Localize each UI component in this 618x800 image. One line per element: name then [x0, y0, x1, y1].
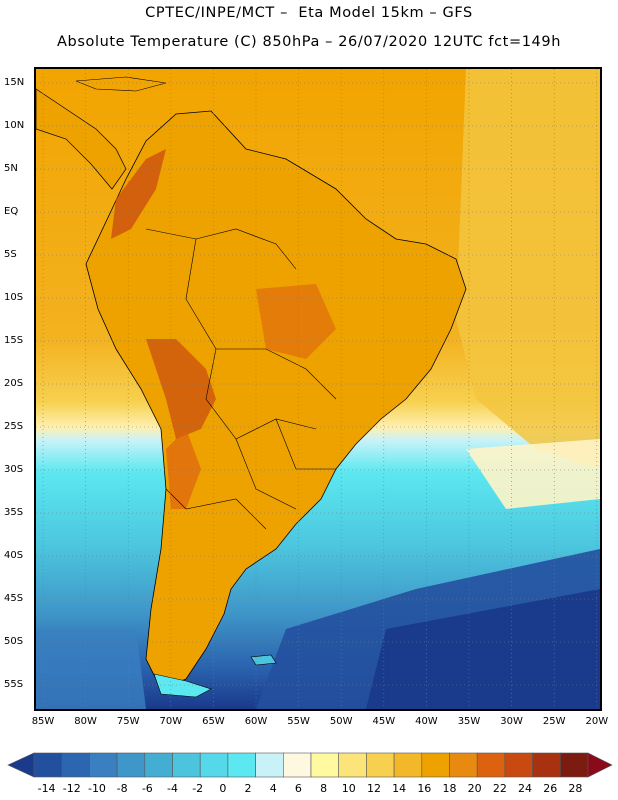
lon-label: 25W [542, 716, 566, 727]
lon-label: 70W [159, 716, 183, 727]
colorbar-arrow-low [7, 752, 35, 778]
colorbar-arrow-high [587, 752, 613, 778]
tierra-del-fuego [153, 673, 212, 698]
colorbar-tick-label: 12 [366, 782, 381, 795]
colorbar-tick-label: 0 [219, 782, 227, 795]
warm-brazil-interior [256, 284, 336, 359]
colorbar-tick-label: 26 [543, 782, 558, 795]
lon-label: 45W [372, 716, 396, 727]
map-panel [34, 67, 602, 711]
colorbar-box [366, 752, 395, 778]
colorbar-box [227, 752, 256, 778]
warm-andes-south [166, 429, 201, 509]
colorbar-tick-label: 18 [442, 782, 457, 795]
colorbar [7, 752, 613, 778]
colorbar-tick-label: -10 [87, 782, 106, 795]
colorbar-tick-label: 8 [320, 782, 328, 795]
colorbar-box [449, 752, 478, 778]
colorbar-tick-label: 6 [294, 782, 302, 795]
caribbean-islands [75, 76, 167, 92]
lat-label: 5S [4, 249, 17, 260]
lon-label: 85W [31, 716, 55, 727]
warm-highland-north [111, 149, 166, 239]
country-borders [145, 228, 337, 530]
colorbar-box [33, 752, 63, 778]
colorbar-tick-label: 20 [467, 782, 482, 795]
colorbar-box [310, 752, 340, 778]
lat-label: 45S [4, 593, 24, 604]
colorbar-tick-label: 22 [492, 782, 507, 795]
south-america-landmass [85, 110, 467, 690]
coldest-region [366, 589, 600, 709]
colorbar-box [393, 752, 423, 778]
lon-label: 75W [116, 716, 140, 727]
colorbar-box [199, 752, 229, 778]
colorbar-box [61, 752, 90, 778]
lat-label: 30S [4, 464, 24, 475]
lon-label: 60W [244, 716, 268, 727]
colorbar-box [116, 752, 146, 778]
pacific-cold-region [36, 629, 146, 709]
colorbar-tick-label: -6 [141, 782, 153, 795]
colorbar-tick-label: 24 [518, 782, 533, 795]
warm-highland-central [146, 339, 216, 439]
lat-label: 10S [4, 292, 24, 303]
colorbar-tick-label: 14 [392, 782, 407, 795]
colorbar-tick-label: 16 [417, 782, 432, 795]
lat-label: EQ [4, 206, 19, 217]
colorbar-box [89, 752, 118, 778]
colorbar-box [338, 752, 367, 778]
title-model: CPTEC/INPE/MCT – Eta Model 15km – GFS [145, 5, 473, 21]
lat-label: 35S [4, 507, 24, 518]
colorbar-tick-label: 2 [244, 782, 252, 795]
lat-label: 20S [4, 378, 24, 389]
colorbar-box [421, 752, 450, 778]
colorbar-box [172, 752, 201, 778]
colorbar-tick-label: -4 [167, 782, 178, 795]
lon-label: 50W [329, 716, 353, 727]
lon-label: 30W [500, 716, 523, 727]
colorbar-tick-label: -14 [37, 782, 56, 795]
title-field: Absolute Temperature (C) 850hPa – 26/07/… [57, 34, 561, 50]
lon-label: 55W [287, 716, 310, 727]
colorbar-box [282, 752, 312, 778]
central-america [36, 88, 127, 190]
lon-label: 20W [585, 716, 609, 727]
colorbar-box [476, 752, 506, 778]
lat-label: 10N [4, 120, 25, 131]
lat-label: 40S [4, 550, 24, 561]
colorbar-box [559, 752, 589, 778]
colorbar-box [144, 752, 173, 778]
colorbar-tick-label: 10 [341, 782, 356, 795]
lat-label: 55S [4, 679, 24, 690]
colorbar-box [504, 752, 533, 778]
colorbar-tick-label: -8 [116, 782, 128, 795]
lat-label: 15S [4, 335, 24, 346]
lon-label: 65W [202, 716, 225, 727]
atlantic-pale-zone [466, 439, 600, 509]
colorbar-box [255, 752, 284, 778]
colorbar-tick-label: -2 [192, 782, 204, 795]
lat-label: 25S [4, 421, 24, 432]
lon-label: 35W [457, 716, 481, 727]
colorbar-tick-label: 4 [269, 782, 277, 795]
colorbar-tick-label: -12 [62, 782, 81, 795]
lon-label: 40W [415, 716, 438, 727]
graticule [36, 69, 600, 709]
lat-label: 5N [4, 163, 18, 174]
colorbar-box [532, 752, 561, 778]
lat-label: 50S [4, 636, 24, 647]
temperature-map [36, 69, 600, 709]
falkland-islands [250, 654, 277, 666]
lat-label: 15N [4, 77, 25, 88]
lon-label: 80W [74, 716, 97, 727]
colorbar-tick-label: 28 [568, 782, 583, 795]
